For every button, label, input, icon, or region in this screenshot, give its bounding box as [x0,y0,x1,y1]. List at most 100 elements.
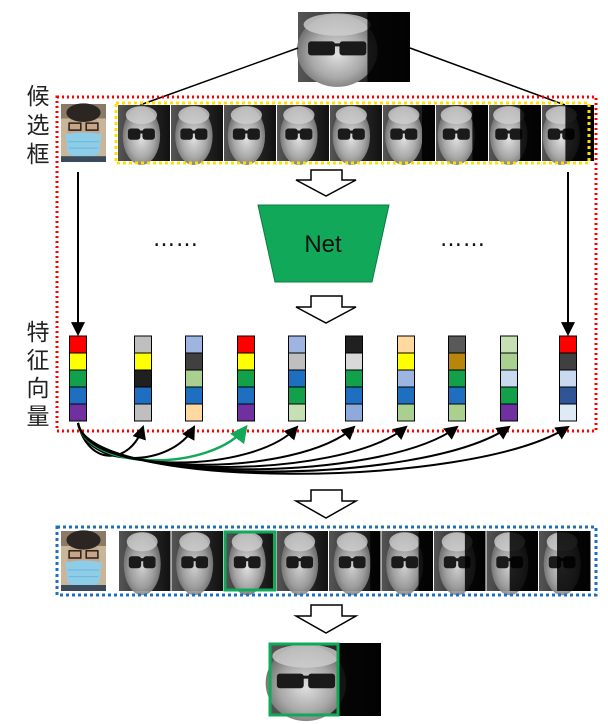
ranked-thumb [329,531,381,596]
feature-cell [185,386,203,405]
gallery-thumb [542,105,594,165]
query-image [296,12,410,87]
ranked-thumb [434,531,486,596]
feature-vector [345,335,363,422]
feature-cell [237,386,255,405]
feature-cell [69,369,87,388]
ranked-probe-face [61,530,106,591]
ranked-thumb [381,531,433,596]
feature-cell [288,369,306,388]
gallery-thumb [489,105,541,165]
feature-cell [345,369,363,388]
gallery-thumb [277,105,329,165]
feature-cell [397,386,415,405]
feature-cell [134,335,152,354]
feature-cell [69,352,87,371]
feature-cell [448,352,466,371]
ranked-box [55,525,598,597]
label-char: 候 [27,84,50,110]
ranked-thumb [171,531,223,596]
feature-vector [397,335,415,422]
feature-vector [288,335,306,422]
feature-cell [288,386,306,405]
ranked-strip [61,530,591,596]
gallery-box [114,101,591,165]
feature-cell [185,403,203,422]
label-char: 特 [27,320,50,346]
gallery-thumb [224,105,276,165]
ranked-thumb [276,531,328,596]
compare-arrow [77,422,356,466]
feature-vector [237,335,255,422]
feature-cell [500,386,518,405]
feature-cell [448,369,466,388]
ranked-thumb [486,531,538,596]
feature-cell [134,386,152,405]
feature-cell [397,403,415,422]
feature-cell [559,352,577,371]
flow-arrow-2 [295,295,357,324]
feature-cell [397,369,415,388]
feature-cell [288,403,306,422]
ranked-thumb [539,531,591,596]
label-char: 框 [27,142,50,168]
final-highlight [268,642,340,717]
flow-arrow-4 [293,604,359,634]
net-label: Net [304,231,342,258]
feature-cell [134,403,152,422]
feature-cell [69,386,87,405]
features-label: 特 征 向 量 [27,320,50,430]
feature-cell [397,352,415,371]
ranked-thumb [119,531,171,596]
label-char: 征 [27,348,50,374]
comparison-arrows [76,422,570,475]
query-link-left [139,47,299,106]
feature-vector [185,335,203,422]
feature-cell [345,403,363,422]
feature-cell [397,335,415,354]
feature-cell [345,335,363,354]
label-char: 选 [27,113,50,139]
probe-face [61,103,106,162]
ellipsis-left: …… [153,227,199,252]
feature-cell [185,352,203,371]
feature-cell [500,352,518,371]
feature-cell [134,352,152,371]
feature-cell [237,403,255,422]
feature-cell [237,369,255,388]
candidates-label: 候 选 框 [27,84,50,168]
final-face [265,643,381,722]
matched-image [265,642,381,722]
feature-cell [345,386,363,405]
feature-cell [345,352,363,371]
probe-image [61,103,106,162]
gallery-thumb [383,105,435,165]
feature-cell [448,386,466,405]
feature-cell [500,369,518,388]
query-face [296,12,410,87]
feature-cell [559,386,577,405]
gallery-thumb [436,105,488,165]
compare-arrow [77,422,570,475]
feature-cell [559,335,577,354]
feature-cell [237,352,255,371]
flow-arrow-1 [295,169,357,197]
flow-arrow-3 [293,489,359,519]
feature-cell [185,369,203,388]
feature-cell [69,403,87,422]
feature-cell [448,403,466,422]
feature-cell [185,335,203,354]
gallery-thumb [330,105,382,165]
feature-vector [69,335,87,422]
label-char: 量 [27,404,50,430]
feature-cell [288,352,306,371]
gallery-thumb [171,105,223,165]
feature-cell [134,369,152,388]
feature-cell [559,403,577,422]
feature-cell [500,403,518,422]
feature-vectors [69,335,577,422]
feature-cell [559,369,577,388]
ranked-thumb [224,531,276,596]
feature-cell [69,335,87,354]
gallery-thumb [118,105,170,165]
